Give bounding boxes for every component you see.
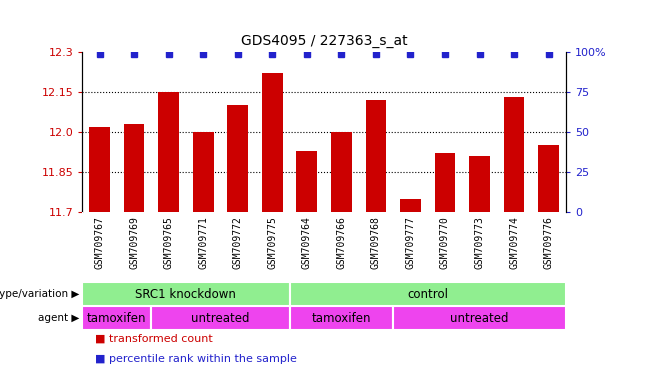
Bar: [365, 100, 386, 212]
Text: GSM709768: GSM709768: [371, 216, 381, 268]
Text: GSM709774: GSM709774: [509, 216, 519, 268]
Bar: [296, 151, 317, 212]
Bar: [290, 306, 393, 330]
Bar: [158, 92, 179, 212]
Text: GSM709767: GSM709767: [95, 216, 105, 268]
Text: ■ percentile rank within the sample: ■ percentile rank within the sample: [95, 354, 297, 364]
Bar: [469, 156, 490, 212]
Text: GSM709772: GSM709772: [233, 216, 243, 268]
Text: tamoxifen: tamoxifen: [87, 312, 147, 324]
Bar: [82, 282, 290, 306]
Bar: [124, 124, 144, 212]
Text: GSM709770: GSM709770: [440, 216, 450, 268]
Text: GSM709771: GSM709771: [198, 216, 208, 268]
Title: GDS4095 / 227363_s_at: GDS4095 / 227363_s_at: [241, 34, 407, 48]
Text: GSM709775: GSM709775: [267, 216, 277, 268]
Bar: [503, 98, 524, 212]
Bar: [400, 199, 420, 212]
Bar: [290, 282, 566, 306]
Text: untreated: untreated: [191, 312, 249, 324]
Text: GSM709769: GSM709769: [129, 216, 139, 268]
Text: GSM709765: GSM709765: [164, 216, 174, 268]
Bar: [89, 127, 110, 212]
Bar: [151, 306, 290, 330]
Bar: [331, 132, 351, 212]
Text: untreated: untreated: [450, 312, 509, 324]
Text: ■ transformed count: ■ transformed count: [95, 334, 213, 344]
Text: SRC1 knockdown: SRC1 knockdown: [136, 288, 236, 301]
Text: genotype/variation ▶: genotype/variation ▶: [0, 289, 79, 299]
Text: agent ▶: agent ▶: [38, 313, 79, 323]
Bar: [228, 106, 248, 212]
Text: control: control: [407, 288, 448, 301]
Bar: [82, 306, 151, 330]
Bar: [538, 146, 559, 212]
Bar: [393, 306, 566, 330]
Bar: [434, 154, 455, 212]
Text: GSM709776: GSM709776: [544, 216, 553, 268]
Text: GSM709777: GSM709777: [405, 216, 415, 268]
Text: tamoxifen: tamoxifen: [312, 312, 371, 324]
Bar: [262, 73, 282, 212]
Text: GSM709773: GSM709773: [474, 216, 484, 268]
Text: GSM709764: GSM709764: [302, 216, 312, 268]
Bar: [193, 132, 213, 212]
Text: GSM709766: GSM709766: [336, 216, 346, 268]
